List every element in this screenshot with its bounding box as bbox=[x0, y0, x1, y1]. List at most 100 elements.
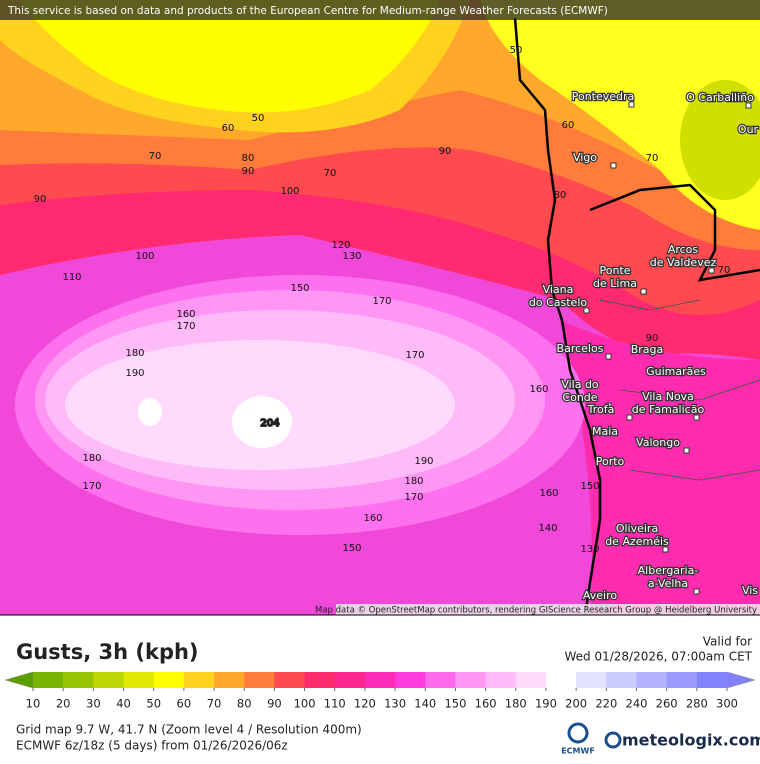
contour-label: 160 bbox=[363, 513, 382, 524]
place-label: de Azeméis bbox=[605, 535, 669, 548]
contour-label: 90 bbox=[242, 166, 255, 177]
contour-label: 80 bbox=[242, 153, 255, 164]
legend-label: 50 bbox=[146, 697, 161, 711]
legend-swatch bbox=[455, 672, 487, 688]
contour-label: 50 bbox=[510, 45, 523, 56]
legend-swatch bbox=[123, 672, 155, 688]
contour-label: 70 bbox=[149, 151, 162, 162]
place-marker bbox=[745, 102, 752, 109]
info-line: Grid map 9.7 W, 41.7 N (Zoom level 4 / R… bbox=[16, 723, 362, 737]
place-label: de Valdevez bbox=[650, 256, 717, 269]
legend-label: 160 bbox=[475, 697, 497, 711]
place-label: Vila Nova bbox=[642, 390, 694, 403]
title: Gusts, 3h (kph) bbox=[16, 640, 199, 664]
contour-label: 110 bbox=[62, 272, 81, 283]
attribution-bg bbox=[336, 604, 760, 615]
contour-label: 130 bbox=[580, 544, 599, 555]
meteologix-icon bbox=[604, 731, 622, 749]
legend-swatch bbox=[545, 672, 577, 688]
contour-label: 80 bbox=[554, 190, 567, 201]
contour-label: 120 bbox=[331, 240, 350, 251]
legend-label: 190 bbox=[535, 697, 557, 711]
contour-label: 150 bbox=[290, 283, 309, 294]
place-label: Conde bbox=[562, 391, 597, 404]
legend-label: 20 bbox=[56, 697, 71, 711]
legend-label: 40 bbox=[116, 697, 131, 711]
place-marker bbox=[628, 101, 635, 108]
place-label: Vigo bbox=[573, 151, 597, 164]
contour-label: 204 bbox=[260, 418, 279, 429]
legend-swatch bbox=[304, 672, 336, 688]
attribution: Map data © OpenStreetMap contributors, r… bbox=[315, 606, 757, 616]
legend: 10 20 30 40 50 60 70 80 90 100 110 120 130 140 150 160 1… bbox=[4, 671, 756, 711]
legend-swatch bbox=[666, 672, 698, 688]
legend-label: 90 bbox=[267, 697, 282, 711]
legend-swatch bbox=[606, 672, 637, 688]
place-label: Ponte bbox=[599, 264, 630, 277]
place-marker bbox=[610, 162, 617, 169]
contour-label: 70 bbox=[718, 265, 731, 276]
place-label: Viana bbox=[543, 283, 574, 296]
legend-label: 110 bbox=[324, 697, 346, 711]
legend-label: 260 bbox=[656, 697, 678, 711]
place-marker bbox=[693, 414, 700, 421]
legend-arrow bbox=[726, 671, 756, 689]
ecmwf-icon bbox=[567, 722, 589, 744]
contour-label: 100 bbox=[280, 186, 299, 197]
contour-label: 190 bbox=[414, 456, 433, 467]
place-label: do Castelo bbox=[529, 296, 587, 309]
banner: This service is based on data and produc… bbox=[7, 5, 608, 17]
contour-label: 170 bbox=[404, 492, 423, 503]
banner-bg bbox=[0, 0, 760, 20]
contour-label: 180 bbox=[82, 453, 101, 464]
legend-label: 140 bbox=[414, 697, 436, 711]
legend-arrow bbox=[4, 671, 34, 689]
place-label: Oliveira bbox=[616, 522, 658, 535]
legend-swatch bbox=[183, 672, 215, 688]
legend-swatch bbox=[244, 672, 275, 688]
legend-swatch bbox=[93, 672, 125, 688]
place-marker bbox=[605, 353, 612, 360]
contour-label: 150 bbox=[580, 481, 599, 492]
legend-label: 70 bbox=[207, 697, 222, 711]
valid-label: Valid for bbox=[703, 635, 752, 649]
legend-label: 60 bbox=[177, 697, 192, 711]
legend-label: 240 bbox=[626, 697, 648, 711]
legend-label: 130 bbox=[384, 697, 406, 711]
contour-label: 100 bbox=[135, 251, 154, 262]
contour-label: 90 bbox=[439, 146, 452, 157]
legend-swatch bbox=[515, 672, 547, 688]
legend-label: 280 bbox=[686, 697, 708, 711]
legend-label: 180 bbox=[505, 697, 527, 711]
legend-label: 200 bbox=[565, 697, 587, 711]
contour-label: 150 bbox=[342, 543, 361, 554]
contour-label: 130 bbox=[342, 251, 361, 262]
legend-swatch bbox=[214, 672, 245, 688]
contour-label: 140 bbox=[538, 523, 557, 534]
place-label: de Lima bbox=[593, 277, 637, 290]
legend-swatch bbox=[334, 672, 366, 688]
contour-label: 160 bbox=[176, 309, 195, 320]
legend-swatch bbox=[696, 672, 728, 688]
contour-label: 170 bbox=[82, 481, 101, 492]
place-label: Vis bbox=[742, 584, 758, 597]
legend-swatch bbox=[636, 672, 668, 688]
contour-label: 60 bbox=[222, 123, 235, 134]
contour-label: 170 bbox=[405, 350, 424, 361]
legend-label: 120 bbox=[354, 697, 376, 711]
valid-time: Wed 01/28/2026, 07:00am CET bbox=[565, 650, 753, 664]
place-marker bbox=[640, 288, 647, 295]
place-label: Maia bbox=[592, 425, 618, 438]
contour-label: 170 bbox=[176, 321, 195, 332]
place-label: Porto bbox=[596, 455, 625, 468]
legend-label: 100 bbox=[294, 697, 316, 711]
legend-label: 220 bbox=[595, 697, 617, 711]
place-label: Our bbox=[738, 123, 759, 136]
place-label: Braga bbox=[631, 343, 664, 356]
contour-label: 70 bbox=[324, 168, 337, 179]
place-label: de Famalicão bbox=[632, 403, 705, 416]
place-marker bbox=[708, 267, 715, 274]
place-label: Pontevedra bbox=[572, 90, 635, 103]
place-label: Guimarães bbox=[646, 365, 706, 378]
